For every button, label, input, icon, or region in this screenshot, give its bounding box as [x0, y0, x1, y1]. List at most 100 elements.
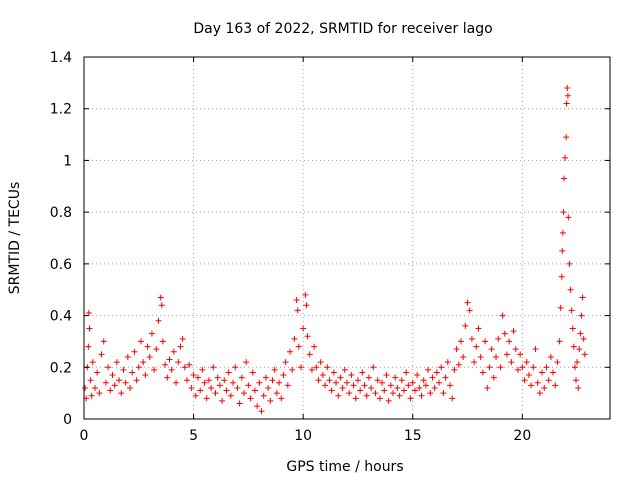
data-point — [157, 294, 164, 301]
data-point — [254, 403, 261, 410]
data-point — [398, 377, 405, 384]
y-tick-label: 0.4 — [50, 309, 72, 325]
data-point — [464, 299, 471, 306]
data-point — [269, 377, 276, 384]
y-tick-label: 1.4 — [50, 50, 72, 66]
data-point — [85, 309, 92, 316]
data-point — [173, 379, 180, 386]
data-point — [394, 384, 401, 391]
data-point — [201, 379, 208, 386]
data-point — [569, 325, 576, 332]
data-point — [300, 325, 307, 332]
data-point — [425, 366, 432, 373]
data-point — [168, 366, 175, 373]
data-point — [287, 348, 294, 355]
data-point — [503, 351, 510, 358]
data-point — [396, 392, 403, 399]
x-tick-label: 5 — [189, 428, 198, 444]
data-point — [365, 374, 372, 381]
data-point — [137, 338, 144, 345]
data-point — [219, 397, 226, 404]
data-point — [545, 377, 552, 384]
data-point — [495, 335, 502, 342]
data-point — [427, 390, 434, 397]
data-point — [357, 387, 364, 394]
data-point — [536, 390, 543, 397]
data-point — [539, 369, 546, 376]
data-point — [249, 369, 256, 376]
data-point — [144, 343, 151, 350]
data-point — [346, 390, 353, 397]
y-tick-label: 0.2 — [50, 360, 72, 376]
data-point — [175, 359, 182, 366]
data-point — [484, 384, 491, 391]
data-point — [304, 333, 311, 340]
data-point — [525, 372, 532, 379]
data-point — [221, 377, 228, 384]
data-point — [306, 351, 313, 358]
data-point — [303, 302, 310, 309]
data-point — [302, 291, 309, 298]
data-point — [333, 379, 340, 386]
data-point — [294, 307, 301, 314]
data-point — [523, 359, 530, 366]
data-point — [528, 382, 535, 389]
data-point — [565, 214, 572, 221]
data-point — [131, 348, 138, 355]
data-point — [457, 338, 464, 345]
data-point — [240, 390, 247, 397]
data-point — [190, 372, 197, 379]
data-point — [405, 382, 412, 389]
data-point — [133, 377, 140, 384]
data-point — [493, 353, 500, 360]
data-point — [564, 92, 571, 99]
x-tick-label: 20 — [513, 428, 531, 444]
data-point — [208, 384, 215, 391]
data-point — [440, 390, 447, 397]
data-point — [567, 286, 574, 293]
data-point — [140, 359, 147, 366]
data-point — [116, 377, 123, 384]
data-point — [574, 359, 581, 366]
data-point — [181, 364, 188, 371]
data-point — [521, 377, 528, 384]
data-point — [234, 384, 241, 391]
data-point — [205, 377, 212, 384]
data-point — [578, 312, 585, 319]
data-point — [278, 395, 285, 402]
data-point — [212, 390, 219, 397]
data-point — [89, 359, 96, 366]
data-point — [282, 359, 289, 366]
data-point — [155, 317, 162, 324]
x-tick-label: 15 — [404, 428, 422, 444]
data-point — [308, 366, 315, 373]
data-point — [271, 366, 278, 373]
data-point — [122, 379, 129, 386]
data-point — [348, 372, 355, 379]
data-point — [344, 379, 350, 386]
data-point — [153, 346, 160, 353]
data-point — [543, 364, 550, 371]
x-axis-title: GPS time / hours — [286, 459, 403, 475]
data-point — [341, 366, 348, 373]
data-point — [96, 390, 103, 397]
data-point — [508, 359, 515, 366]
y-tick-label: 1 — [63, 153, 72, 169]
data-point — [184, 377, 191, 384]
data-point — [339, 384, 346, 391]
data-point — [135, 364, 142, 371]
data-point — [381, 387, 388, 394]
data-point — [324, 364, 331, 371]
data-point — [477, 353, 484, 360]
data-point — [579, 294, 586, 301]
data-point — [291, 335, 298, 342]
data-point — [482, 338, 489, 345]
data-point — [379, 379, 386, 386]
data-point — [497, 364, 504, 371]
data-point — [400, 387, 407, 394]
data-point — [284, 382, 291, 389]
data-point — [297, 364, 304, 371]
data-point — [214, 374, 221, 381]
data-point — [462, 322, 469, 329]
